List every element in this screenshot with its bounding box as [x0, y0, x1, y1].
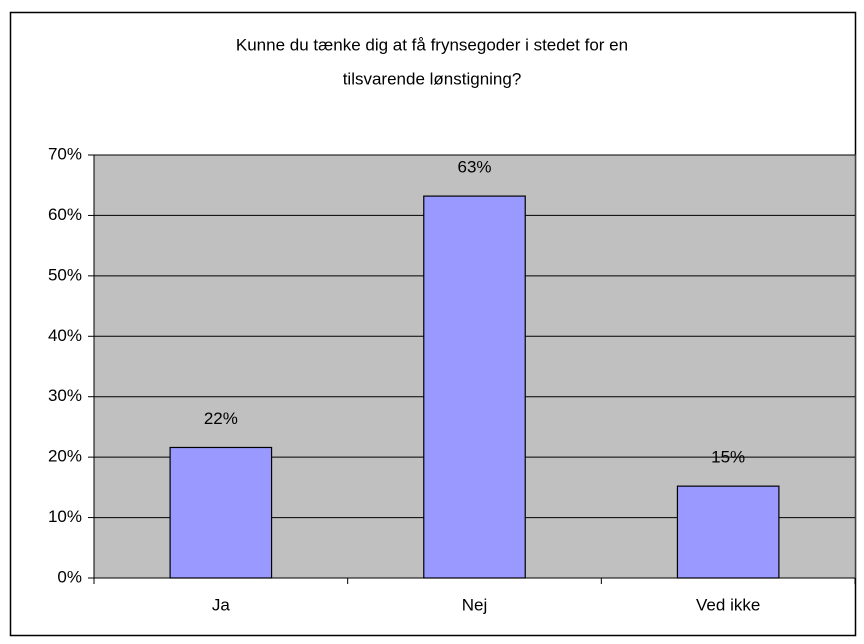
- y-tick-label: 70%: [48, 144, 82, 163]
- y-tick-label: 20%: [48, 447, 82, 466]
- y-tick-label: 30%: [48, 386, 82, 405]
- x-tick-label: Nej: [462, 595, 488, 614]
- bar: [676, 485, 780, 579]
- data-label: 22%: [204, 409, 238, 428]
- y-tick-label: 40%: [48, 326, 82, 345]
- y-tick-label: 10%: [48, 507, 82, 526]
- bar: [169, 446, 273, 579]
- data-label: 15%: [711, 448, 745, 467]
- chart-title: Kunne du tænke dig at få frynsegoder i s…: [236, 35, 628, 54]
- y-tick-label: 50%: [48, 265, 82, 284]
- data-label: 63%: [457, 158, 491, 177]
- chart-title: tilsvarende lønstigning?: [343, 69, 522, 88]
- x-tick-label: Ja: [212, 595, 231, 614]
- y-tick-label: 0%: [57, 567, 82, 586]
- x-tick-label: Ved ikke: [696, 595, 760, 614]
- bar: [423, 195, 526, 579]
- y-tick-label: 60%: [48, 205, 82, 224]
